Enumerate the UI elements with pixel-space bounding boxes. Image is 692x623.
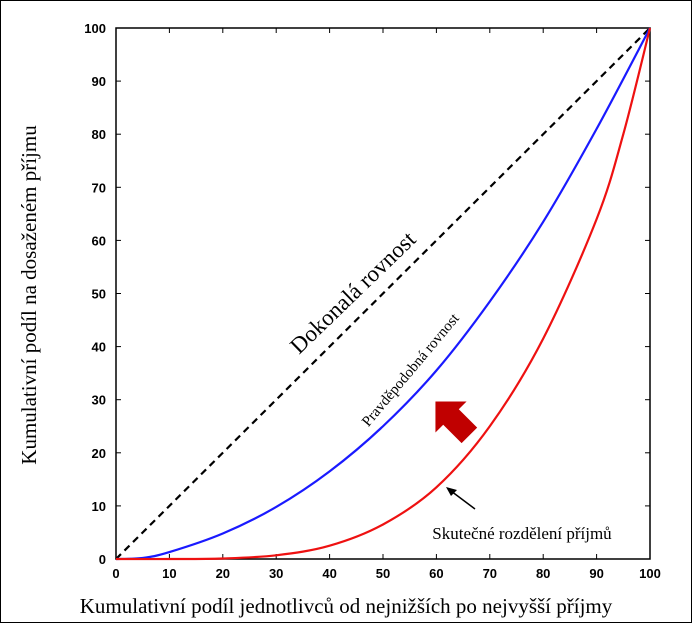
x-tick-label: 60	[429, 566, 443, 581]
shift-arrow-icon	[435, 401, 478, 444]
y-axis-title: Kumulativní podíl na dosaženém příjmu	[17, 125, 41, 465]
series-lines	[115, 27, 652, 561]
y-tick-label: 50	[92, 287, 106, 302]
x-tick-label: 70	[483, 566, 497, 581]
y-tick-label: 90	[92, 74, 106, 89]
pointer-arrow	[446, 487, 476, 510]
x-tick-label: 80	[536, 566, 550, 581]
x-axis-title: Kumulativní podíl jednotlivců od nejnižš…	[80, 594, 613, 618]
probable-equality-curve	[115, 27, 651, 561]
x-tick-label: 20	[216, 566, 230, 581]
tick-labels: 0 10 20 30 40 50 60 70 80 90 100 0 10 20 30 40 50 60 70 80 9…	[84, 21, 661, 581]
x-tick-label: 30	[269, 566, 283, 581]
x-tick-label: 90	[589, 566, 603, 581]
y-tick-label: 30	[92, 393, 106, 408]
y-tick-label: 60	[92, 233, 106, 248]
y-tick-label: 80	[92, 127, 106, 142]
actual-distribution-label: Skutečné rozdělení příjmů	[432, 524, 612, 543]
equality-line	[115, 27, 651, 560]
y-tick-label: 100	[84, 21, 106, 36]
x-tick-label: 40	[322, 566, 336, 581]
x-tick-label: 100	[639, 566, 661, 581]
actual-distribution-curve	[115, 27, 652, 561]
x-tick-label: 0	[112, 566, 119, 581]
y-tick-label: 70	[92, 180, 106, 195]
x-tick-label: 50	[376, 566, 390, 581]
x-tick-label: 10	[162, 566, 176, 581]
y-tick-label: 40	[92, 340, 106, 355]
y-tick-label: 0	[99, 552, 106, 567]
equality-label: Dokonalá rovnost	[285, 226, 421, 358]
y-tick-label: 10	[92, 499, 106, 514]
y-tick-label: 20	[92, 446, 106, 461]
